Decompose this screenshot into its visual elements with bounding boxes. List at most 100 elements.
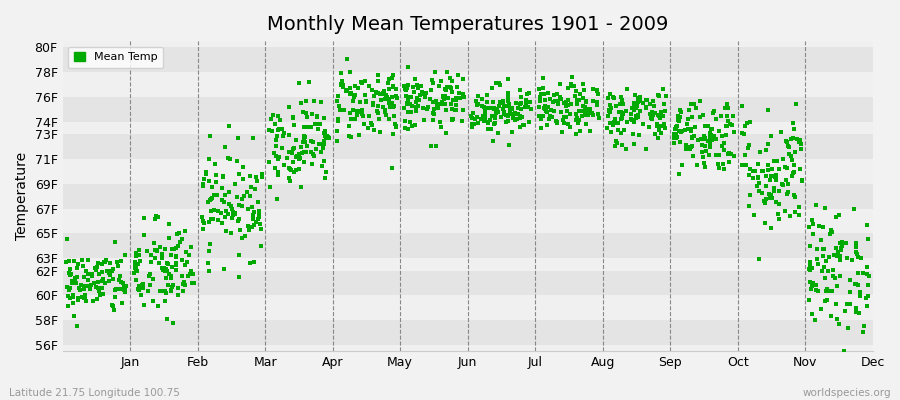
Point [161, 260, 176, 267]
Point [645, 98, 660, 104]
Point [496, 98, 510, 105]
Point [148, 254, 162, 261]
Point [602, 107, 616, 114]
Point [61, 270, 76, 276]
Point [542, 116, 556, 123]
Point [485, 113, 500, 119]
Point [840, 240, 854, 246]
Point [185, 271, 200, 277]
Point [402, 119, 417, 126]
Point [409, 108, 423, 114]
Point [806, 230, 821, 237]
Point [230, 158, 244, 164]
Point [330, 128, 345, 134]
Point [679, 142, 693, 148]
Point [296, 134, 310, 141]
Point [249, 219, 264, 226]
Point [408, 122, 422, 128]
Point [72, 284, 86, 291]
Bar [62, 320, 873, 345]
Point [275, 133, 290, 139]
Point [547, 108, 562, 114]
Point [400, 82, 415, 89]
Point [615, 97, 629, 103]
Point [343, 110, 357, 116]
Point [803, 278, 817, 285]
Point [631, 96, 645, 102]
Point [780, 138, 795, 145]
Point [175, 236, 189, 242]
Point [112, 263, 126, 269]
Point [849, 240, 863, 246]
Point [778, 176, 793, 183]
Point [76, 295, 91, 301]
Point [153, 244, 167, 250]
Point [65, 280, 79, 286]
Point [603, 102, 617, 108]
Point [104, 272, 118, 278]
Point [357, 91, 372, 98]
Point [343, 69, 357, 76]
Point [385, 75, 400, 82]
Point [399, 87, 413, 93]
Point [478, 116, 492, 122]
Point [61, 293, 76, 299]
Bar [62, 159, 873, 184]
Point [238, 233, 252, 239]
Point [522, 99, 536, 106]
Point [276, 130, 291, 136]
Point [630, 99, 644, 106]
Point [68, 312, 82, 319]
Point [356, 113, 370, 120]
Point [670, 116, 685, 123]
Point [514, 106, 528, 112]
Point [536, 90, 551, 97]
Point [606, 94, 620, 100]
Point [603, 120, 617, 126]
Point [772, 188, 787, 194]
Point [554, 96, 568, 102]
Point [556, 113, 571, 120]
Point [105, 302, 120, 308]
Point [382, 104, 397, 110]
Point [224, 206, 238, 212]
Point [387, 113, 401, 120]
Point [778, 208, 792, 214]
Point [789, 100, 804, 107]
Point [755, 190, 770, 196]
Point [810, 256, 824, 262]
Point [294, 100, 309, 106]
Point [170, 243, 184, 250]
Point [437, 86, 452, 92]
Point [648, 130, 662, 137]
Point [438, 107, 453, 113]
Point [857, 322, 871, 329]
Point [476, 113, 491, 119]
Point [293, 184, 308, 190]
Point [99, 257, 113, 264]
Point [361, 125, 375, 132]
Point [716, 160, 730, 167]
Point [685, 114, 699, 121]
Point [69, 280, 84, 286]
Point [716, 147, 731, 154]
Point [631, 112, 645, 118]
Point [698, 164, 712, 170]
Point [852, 292, 867, 299]
Point [377, 96, 392, 102]
Point [520, 91, 535, 97]
Point [280, 154, 294, 161]
Point [415, 88, 429, 95]
Point [231, 134, 246, 141]
Point [344, 116, 358, 122]
Point [755, 168, 770, 174]
Point [639, 146, 653, 152]
Point [590, 99, 605, 105]
Point [151, 303, 166, 310]
Point [147, 240, 161, 246]
Point [240, 206, 255, 212]
Point [80, 271, 94, 277]
Point [316, 145, 330, 151]
Point [285, 159, 300, 165]
Point [285, 146, 300, 152]
